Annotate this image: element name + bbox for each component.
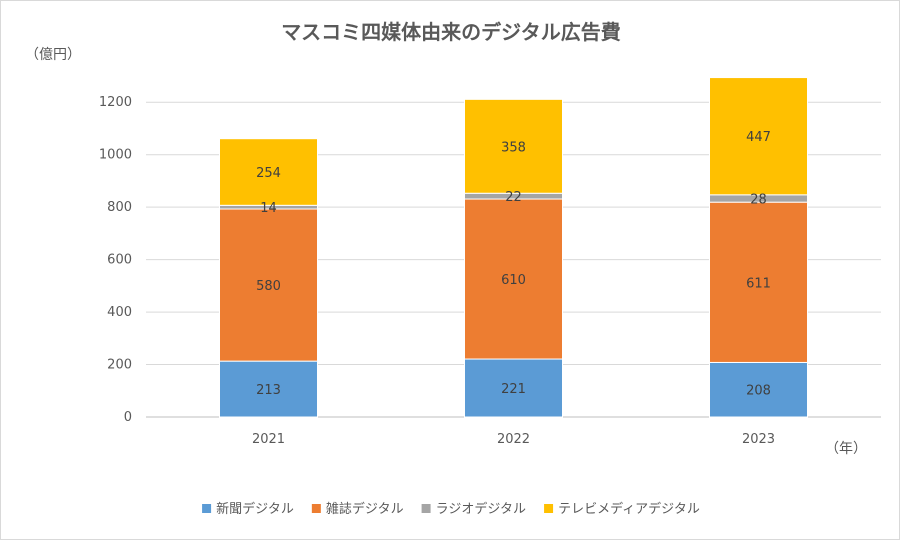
y-tick-label: 0 <box>124 410 132 425</box>
bar-segment <box>464 198 563 360</box>
y-axis-ticks: 0 200 400 600 800 1000 1200 <box>99 95 132 425</box>
legend-label: 新聞デジタル <box>216 501 294 517</box>
data-label: 447 <box>746 130 771 145</box>
data-label: 358 <box>501 140 526 155</box>
bar-segment <box>464 358 563 418</box>
legend-label: テレビメディアデジタル <box>558 501 700 517</box>
y-tick-label: 400 <box>107 305 132 320</box>
bar-segment <box>709 361 808 418</box>
legend-label: ラジオデジタル <box>436 501 526 517</box>
bar-segment <box>709 77 808 196</box>
bars <box>219 77 808 418</box>
legend-swatch <box>421 504 431 513</box>
x-tick-label: 2022 <box>497 432 530 447</box>
bar-segment <box>219 138 318 206</box>
data-labels: 213 580 14 254 221 610 22 358 208 611 28 447 <box>256 130 771 399</box>
x-axis-ticks: 2021 2022 2023 <box>252 432 775 447</box>
x-axis-unit-label: （年） <box>825 441 867 457</box>
data-label: 254 <box>256 166 281 181</box>
bar-segment <box>464 98 563 194</box>
legend-swatch <box>202 504 212 513</box>
y-axis-unit-label: （億円） <box>25 47 81 63</box>
y-tick-label: 1000 <box>99 148 132 163</box>
y-tick-label: 1200 <box>99 95 132 110</box>
data-label: 208 <box>746 384 771 399</box>
legend-item: 新聞デジタル <box>202 501 294 517</box>
legend-item: テレビメディアデジタル <box>544 501 700 517</box>
legend-item: 雑誌デジタル <box>311 501 404 517</box>
x-tick-label: 2021 <box>252 432 285 447</box>
y-tick-label: 600 <box>107 253 132 268</box>
data-label: 213 <box>256 383 281 398</box>
y-tick-label: 200 <box>107 358 132 373</box>
data-label: 580 <box>256 279 281 294</box>
chart-title: マスコミ四媒体由来のデジタル広告費 <box>281 20 621 44</box>
bar-segment <box>709 201 808 363</box>
data-label: 611 <box>746 276 771 291</box>
y-tick-label: 800 <box>107 200 132 215</box>
legend-swatch <box>311 504 321 513</box>
data-label: 28 <box>750 192 767 207</box>
bar-segment <box>219 360 318 418</box>
legend-item: ラジオデジタル <box>421 501 526 517</box>
legend-swatch <box>544 504 554 513</box>
data-label: 221 <box>501 382 526 397</box>
legend: 新聞デジタル 雑誌デジタル ラジオデジタル テレビメディアデジタル <box>202 501 700 517</box>
x-tick-label: 2023 <box>742 432 775 447</box>
bar-segment <box>219 208 318 362</box>
data-label: 610 <box>501 273 526 288</box>
legend-label: 雑誌デジタル <box>326 501 404 517</box>
data-label: 22 <box>505 190 522 205</box>
data-label: 14 <box>260 201 277 216</box>
